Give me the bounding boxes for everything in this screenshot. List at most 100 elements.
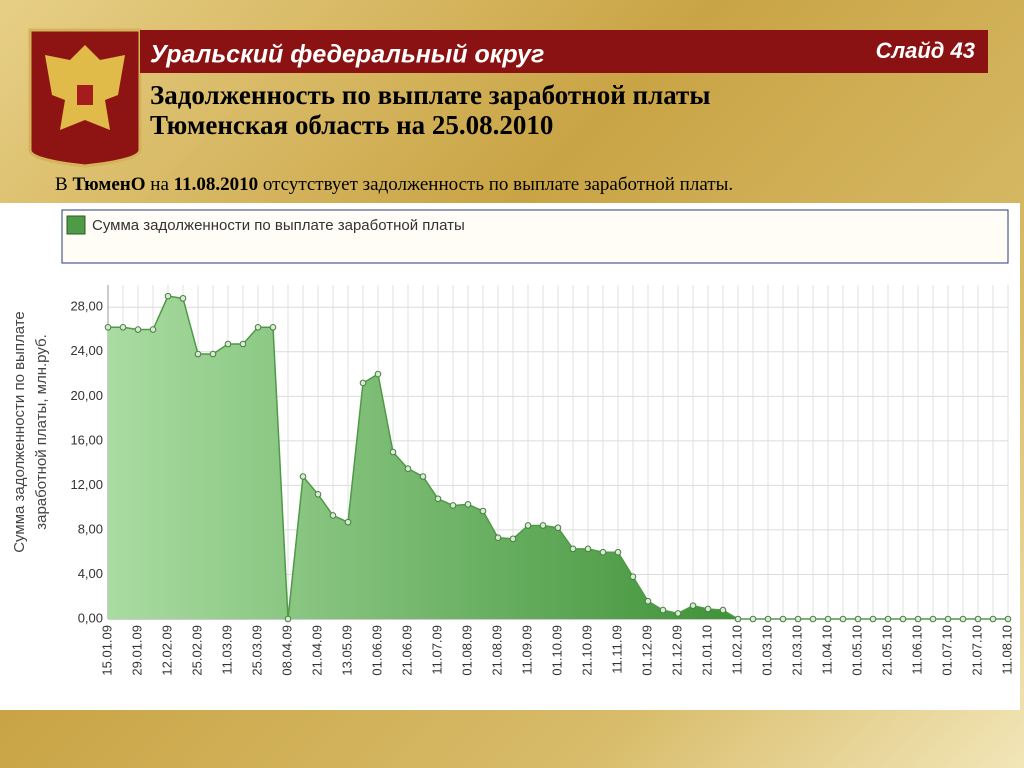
x-tick-label: 13.05.09 [339, 625, 354, 676]
point [269, 324, 277, 331]
x-tick-label: 21.04.09 [309, 625, 324, 676]
point [254, 324, 262, 331]
point [704, 605, 712, 613]
x-tick-label: 21.06.09 [399, 625, 414, 676]
point [824, 615, 832, 623]
point [344, 518, 352, 526]
point [359, 379, 367, 387]
note-part: ТюменО [72, 174, 145, 195]
slide-number: Слайд 43 [876, 38, 975, 63]
note-part: на [146, 174, 174, 195]
point [149, 326, 157, 333]
point [899, 615, 907, 623]
point [959, 615, 967, 623]
y-axis-label: Сумма задолженности по выплате [11, 311, 28, 553]
point [644, 597, 652, 605]
point [194, 350, 202, 358]
x-tick-label: 01.10.09 [549, 625, 564, 676]
point [284, 615, 292, 623]
point [554, 524, 562, 532]
point [734, 615, 742, 623]
point [599, 548, 607, 556]
x-tick-label: 11.08.10 [999, 625, 1014, 675]
x-tick-label: 11.03.09 [219, 625, 234, 675]
point [449, 502, 457, 509]
point [794, 615, 802, 623]
y-tick-label: 8,00 [78, 521, 103, 536]
point [779, 615, 787, 623]
point [134, 326, 142, 333]
x-tick-label: 21.01.10 [699, 625, 714, 676]
x-tick-label: 11.07.09 [429, 625, 444, 675]
point [839, 615, 847, 623]
point [374, 370, 382, 378]
x-tick-label: 21.12.09 [669, 625, 684, 676]
point [749, 615, 757, 623]
point [419, 473, 427, 480]
x-tick-label: 15.01.09 [99, 625, 114, 676]
y-tick-label: 16,00 [70, 432, 103, 447]
x-tick-label: 12.02.09 [159, 625, 174, 676]
point [929, 615, 937, 623]
x-tick-label: 01.06.09 [369, 625, 384, 676]
point [869, 615, 877, 623]
point [464, 501, 472, 508]
point [764, 615, 772, 623]
point [389, 448, 397, 456]
point [854, 615, 862, 623]
note-part: 11.08.2010 [174, 174, 258, 195]
point [524, 522, 532, 529]
point [479, 507, 487, 515]
note-part: В [55, 174, 72, 195]
point [809, 615, 817, 623]
point [1004, 615, 1012, 623]
point [119, 324, 127, 331]
emblem [28, 28, 142, 168]
header: Уральский федеральный округ [150, 41, 544, 69]
point [104, 324, 112, 331]
legend [61, 209, 1009, 264]
x-tick-label: 11.02.10 [729, 625, 744, 675]
x-tick-label: 21.03.10 [789, 625, 804, 676]
x-tick-label: 29.01.09 [129, 625, 144, 676]
point [614, 548, 622, 556]
point [914, 615, 922, 623]
point [884, 615, 892, 623]
y-axis-label: заработной платы, млн.руб. [33, 334, 50, 530]
point [689, 602, 697, 609]
x-tick-label: 01.05.10 [849, 625, 864, 676]
title: Задолженность по выплате заработной плат… [150, 80, 710, 110]
point [164, 292, 172, 300]
point [404, 465, 412, 473]
point [434, 495, 442, 503]
y-tick-label: 0,00 [78, 610, 103, 625]
point [314, 491, 322, 498]
x-tick-label: 25.03.09 [249, 625, 264, 676]
point [584, 545, 592, 553]
point [989, 615, 997, 623]
point [629, 573, 637, 580]
x-tick-label: 21.05.10 [879, 625, 894, 676]
x-tick-label: 11.04.10 [819, 625, 834, 675]
x-tick-label: 01.08.09 [459, 625, 474, 676]
title: Тюменская область на 25.08.2010 [150, 110, 553, 140]
note-part: отсутствует задолженность по выплате зар… [258, 174, 733, 195]
point [494, 534, 502, 542]
legend-swatch [66, 215, 86, 235]
point [209, 350, 217, 358]
legend-label: Сумма задолженности по выплате заработно… [92, 217, 465, 234]
y-tick-label: 28,00 [70, 299, 103, 314]
area [108, 296, 1008, 619]
x-tick-label: 21.07.10 [969, 625, 984, 676]
x-tick-label: 08.04.09 [279, 625, 294, 676]
point [509, 535, 517, 543]
point [329, 512, 337, 519]
point [539, 522, 547, 529]
point [224, 340, 232, 348]
point [239, 340, 247, 348]
point [659, 606, 667, 614]
x-tick-label: 01.03.10 [759, 625, 774, 676]
x-tick-label: 11.06.10 [909, 625, 924, 675]
